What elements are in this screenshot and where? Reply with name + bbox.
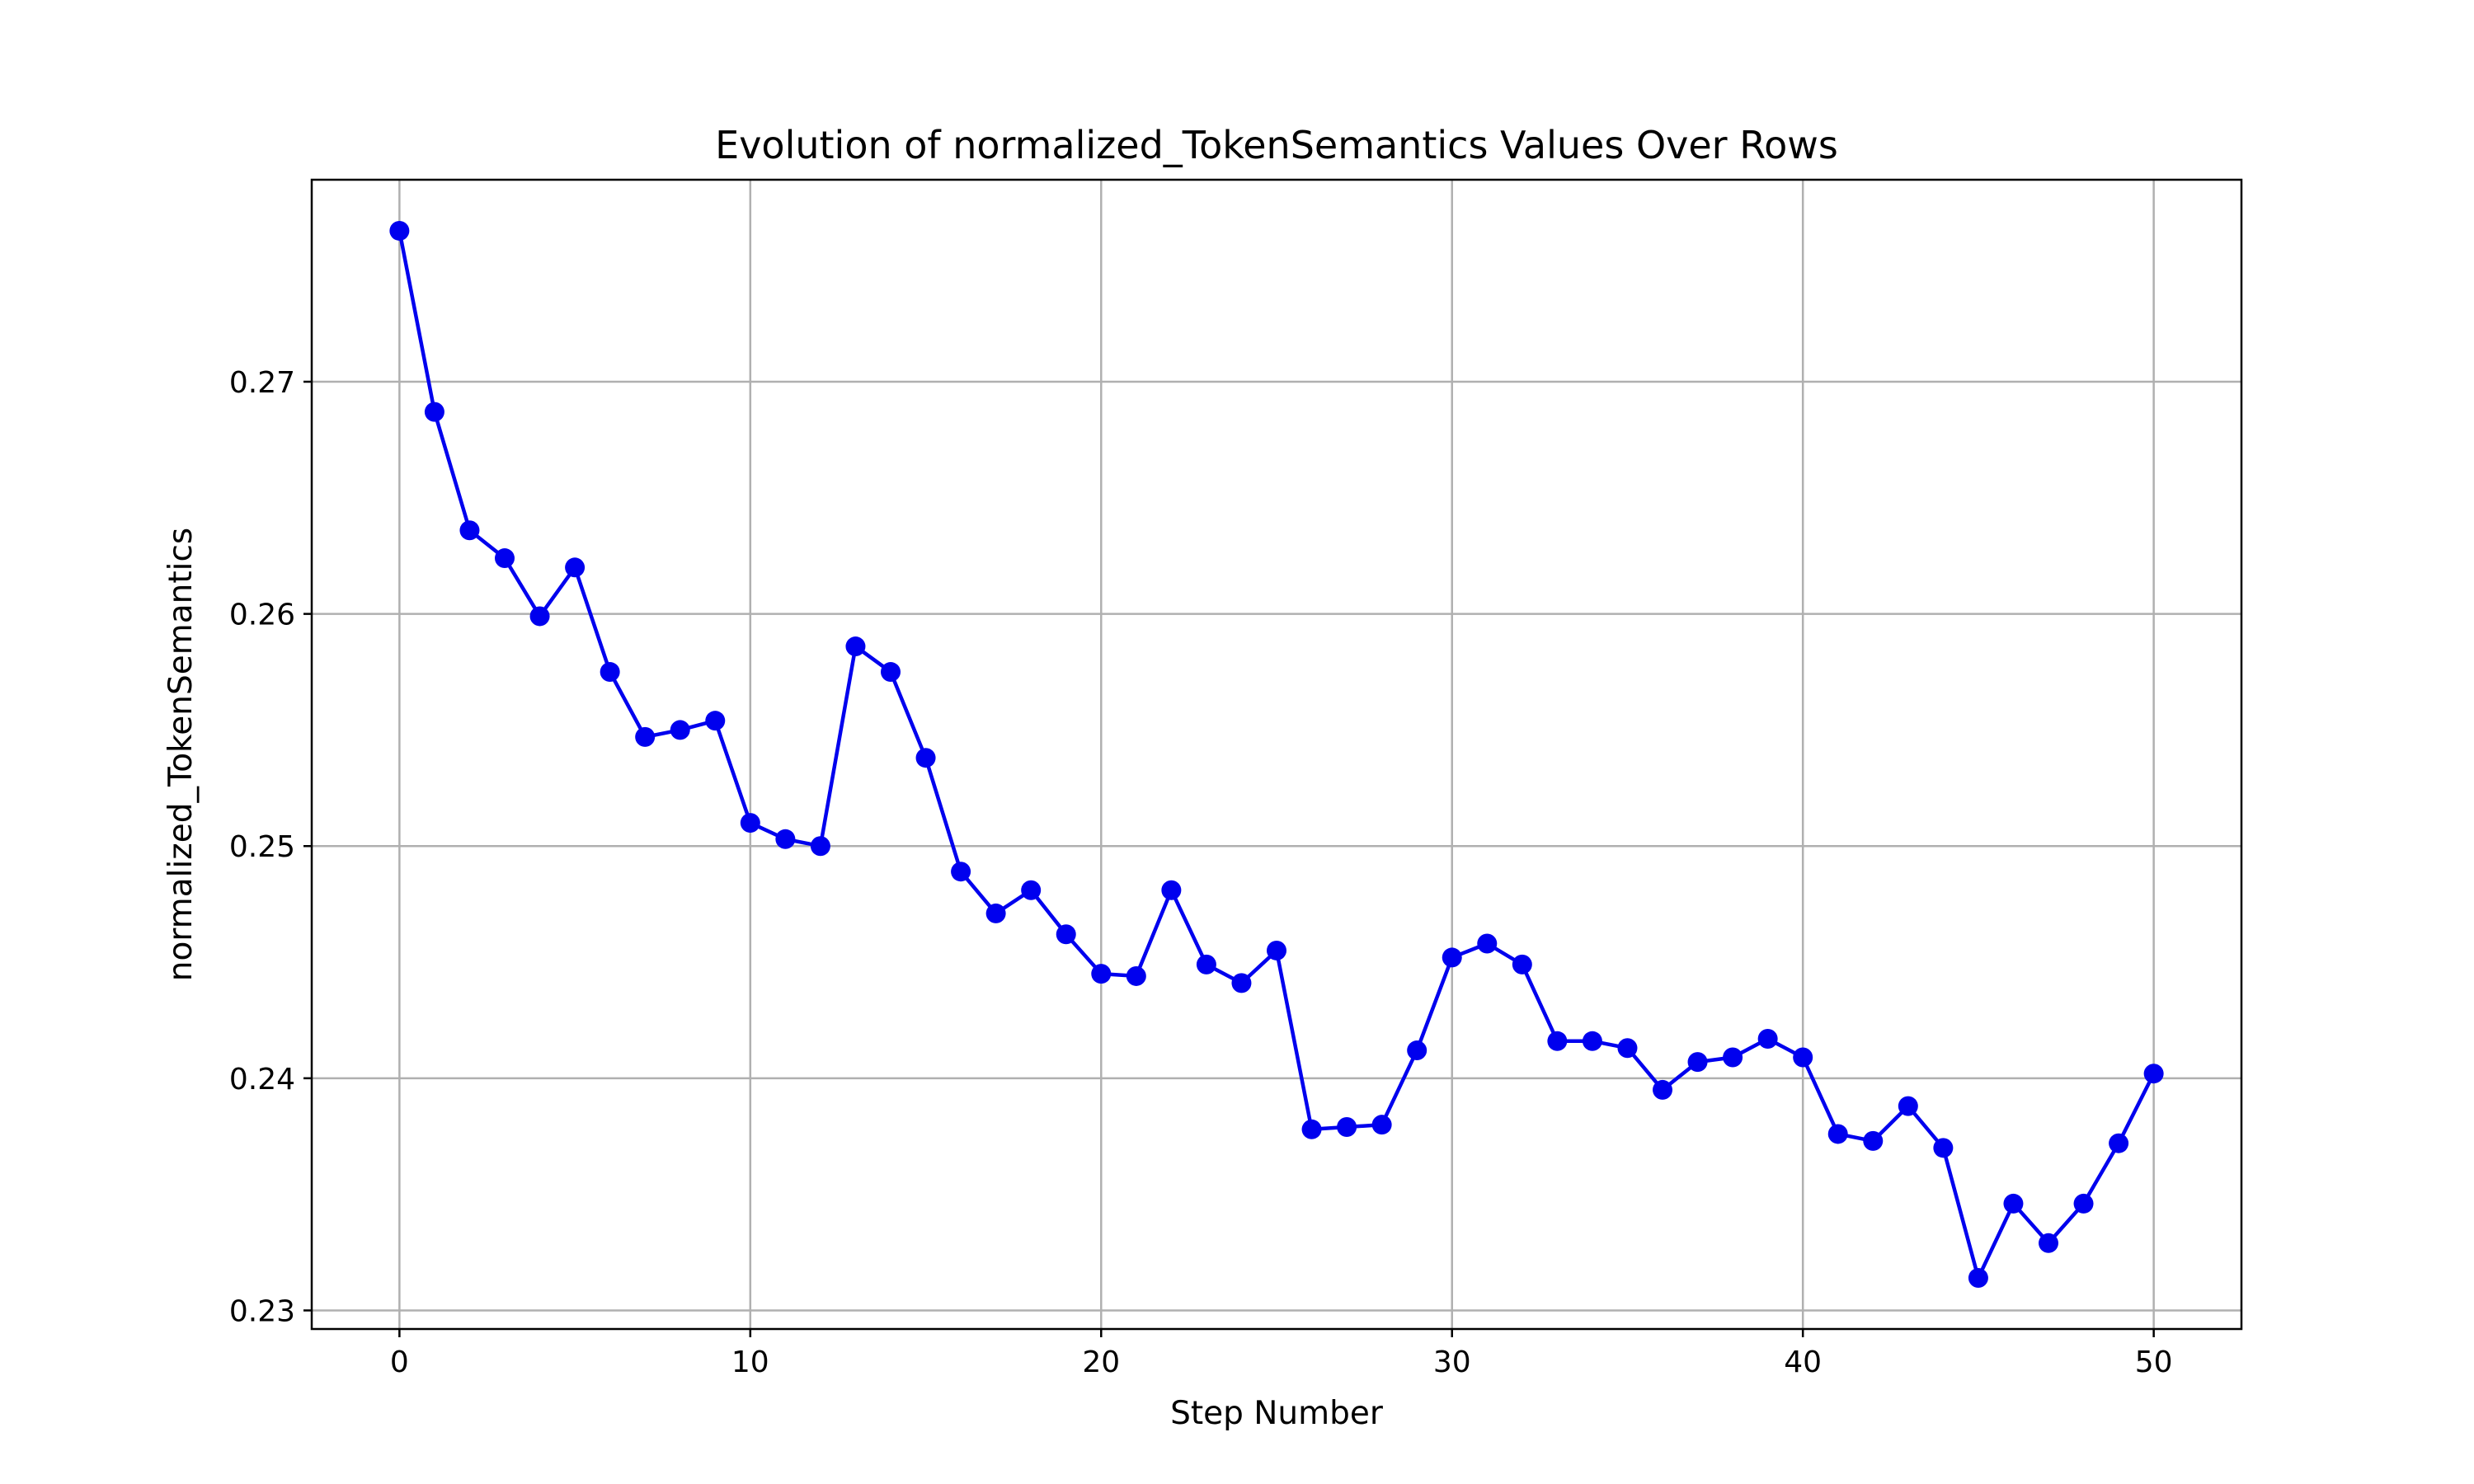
axis-ticks: 0 10 20 30 40 50 0.23 0.24 0.25 0.26 0.27 [229, 366, 2173, 1379]
data-point [459, 520, 480, 541]
data-point [1126, 965, 1146, 986]
x-tick-label: 20 [1082, 1345, 1120, 1379]
data-point [810, 836, 830, 857]
grid [312, 180, 2241, 1329]
y-tick-label: 0.23 [229, 1294, 295, 1328]
data-point [2039, 1233, 2058, 1253]
y-tick-label: 0.27 [229, 366, 295, 400]
data-point [1442, 947, 1462, 968]
data-point [1407, 1040, 1427, 1061]
y-tick-label: 0.25 [229, 830, 295, 864]
data-point [670, 720, 690, 740]
data-point [2003, 1193, 2024, 1214]
series-layer [389, 220, 2164, 1289]
data-point [635, 726, 656, 747]
data-point [1231, 973, 1252, 993]
data-point [1512, 954, 1532, 974]
data-point [1863, 1130, 1884, 1151]
data-point [1827, 1124, 1848, 1144]
data-point [424, 402, 444, 422]
data-point [985, 903, 1006, 923]
data-point [1056, 924, 1076, 945]
data-point [1898, 1096, 1918, 1116]
data-point [1091, 964, 1112, 984]
data-point [845, 636, 866, 657]
data-point [2109, 1133, 2129, 1153]
data-point [2143, 1064, 2164, 1084]
data-point [529, 606, 550, 627]
data-point [1757, 1028, 1778, 1049]
data-point [565, 557, 586, 578]
data-point [1021, 880, 1042, 900]
data-point [1968, 1268, 1988, 1289]
data-point [1301, 1119, 1322, 1139]
chart-title: Evolution of normalized_TokenSemantics V… [715, 123, 1838, 167]
data-point [1337, 1116, 1357, 1137]
data-point [881, 662, 901, 683]
y-tick-label: 0.24 [229, 1063, 295, 1097]
data-point [2073, 1193, 2094, 1214]
y-axis-label: normalized_TokenSemantics [162, 528, 200, 981]
x-tick-label: 10 [731, 1345, 769, 1379]
data-point [389, 220, 410, 241]
data-point [1723, 1047, 1743, 1068]
data-point [1267, 940, 1286, 960]
x-axis-label: Step Number [1170, 1395, 1384, 1432]
plot-frame [310, 178, 2243, 1331]
data-point [495, 548, 515, 569]
data-point [1477, 933, 1498, 954]
data-point [1582, 1031, 1602, 1051]
data-point [1371, 1115, 1392, 1135]
data-point [600, 662, 620, 683]
data-point [1161, 880, 1182, 900]
y-tick-label: 0.26 [229, 599, 295, 632]
data-point [915, 748, 936, 768]
data-point [1653, 1079, 1672, 1100]
data-point [1793, 1047, 1813, 1068]
data-point [705, 711, 726, 731]
data-point [951, 862, 971, 882]
x-tick-label: 40 [1784, 1345, 1822, 1379]
data-point [1687, 1052, 1708, 1073]
data-point [740, 813, 760, 834]
data-point [1617, 1038, 1638, 1059]
x-tick-label: 50 [2135, 1345, 2173, 1379]
data-point [1933, 1138, 1954, 1158]
data-point [775, 829, 796, 849]
data-point [1196, 954, 1216, 974]
x-tick-label: 30 [1433, 1345, 1471, 1379]
data-point [1547, 1031, 1568, 1051]
x-tick-label: 0 [390, 1345, 409, 1379]
